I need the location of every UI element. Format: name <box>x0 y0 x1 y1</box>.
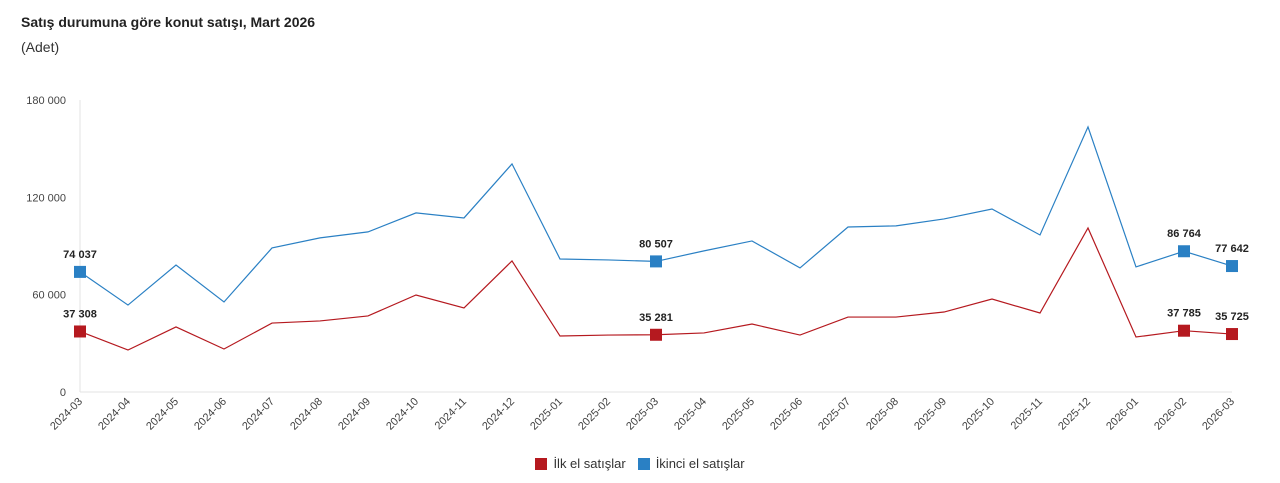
legend: İlk el satışlar İkinci el satışlar <box>0 456 1280 471</box>
x-tick-label: 2024-05 <box>144 396 181 433</box>
y-tick-label: 180 000 <box>26 95 66 107</box>
x-tick-label: 2025-01 <box>528 396 565 433</box>
y-tick-label: 0 <box>60 387 66 399</box>
data-point-marker <box>1226 260 1238 273</box>
chart-subtitle: (Adet) <box>21 39 60 55</box>
x-tick-label: 2025-05 <box>720 396 757 433</box>
legend-swatch-first-hand <box>535 457 548 470</box>
x-tick-label: 2024-09 <box>336 396 373 433</box>
x-tick-label: 2025-10 <box>960 396 997 433</box>
x-tick-label: 2024-06 <box>192 396 229 433</box>
x-tick-label: 2024-07 <box>240 396 277 433</box>
data-point-marker <box>74 325 86 338</box>
x-tick-label: 2024-10 <box>384 396 421 433</box>
x-tick-label: 2025-07 <box>816 396 853 433</box>
data-label: 37 785 <box>1167 308 1201 320</box>
x-tick-label: 2025-06 <box>768 396 805 433</box>
legend-item-second-hand[interactable]: İkinci el satışlar <box>637 456 745 471</box>
x-tick-label: 2026-02 <box>1152 396 1189 433</box>
data-point-marker <box>1226 328 1238 341</box>
x-tick-label: 2025-08 <box>864 396 901 433</box>
data-label: 77 642 <box>1215 243 1249 255</box>
data-point-marker <box>74 265 86 278</box>
y-tick-label: 120 000 <box>26 192 66 204</box>
legend-label: İkinci el satışlar <box>655 456 745 471</box>
x-tick-label: 2025-04 <box>672 396 709 433</box>
x-tick-label: 2024-11 <box>433 396 469 432</box>
x-tick-label: 2026-01 <box>1104 396 1141 433</box>
legend-label: İlk el satışlar <box>553 456 626 471</box>
data-label: 86 764 <box>1167 228 1202 240</box>
y-tick-label: 60 000 <box>32 290 66 302</box>
x-tick-label: 2026-03 <box>1200 396 1237 433</box>
x-tick-label: 2025-12 <box>1056 396 1093 433</box>
x-tick-label: 2024-12 <box>480 396 517 433</box>
data-label: 35 725 <box>1215 311 1249 323</box>
data-label: 35 281 <box>639 312 673 324</box>
x-tick-label: 2025-03 <box>624 396 661 433</box>
x-tick-label: 2024-03 <box>48 396 85 433</box>
data-point-marker <box>650 255 662 268</box>
data-label: 74 037 <box>63 249 97 261</box>
chart-title: Satış durumuna göre konut satışı, Mart 2… <box>21 14 316 30</box>
x-tick-label: 2025-02 <box>576 396 613 433</box>
x-tick-label: 2024-08 <box>288 396 325 433</box>
data-label: 80 507 <box>639 238 673 250</box>
legend-item-first-hand[interactable]: İlk el satışlar <box>535 456 626 471</box>
data-point-marker <box>650 328 662 341</box>
data-label: 37 308 <box>63 308 97 320</box>
data-point-marker <box>1178 245 1190 258</box>
x-tick-label: 2024-04 <box>96 396 133 433</box>
legend-swatch-second-hand <box>637 457 650 470</box>
x-tick-label: 2025-11 <box>1009 396 1045 432</box>
x-tick-label: 2025-09 <box>912 396 949 433</box>
data-point-marker <box>1178 324 1190 337</box>
